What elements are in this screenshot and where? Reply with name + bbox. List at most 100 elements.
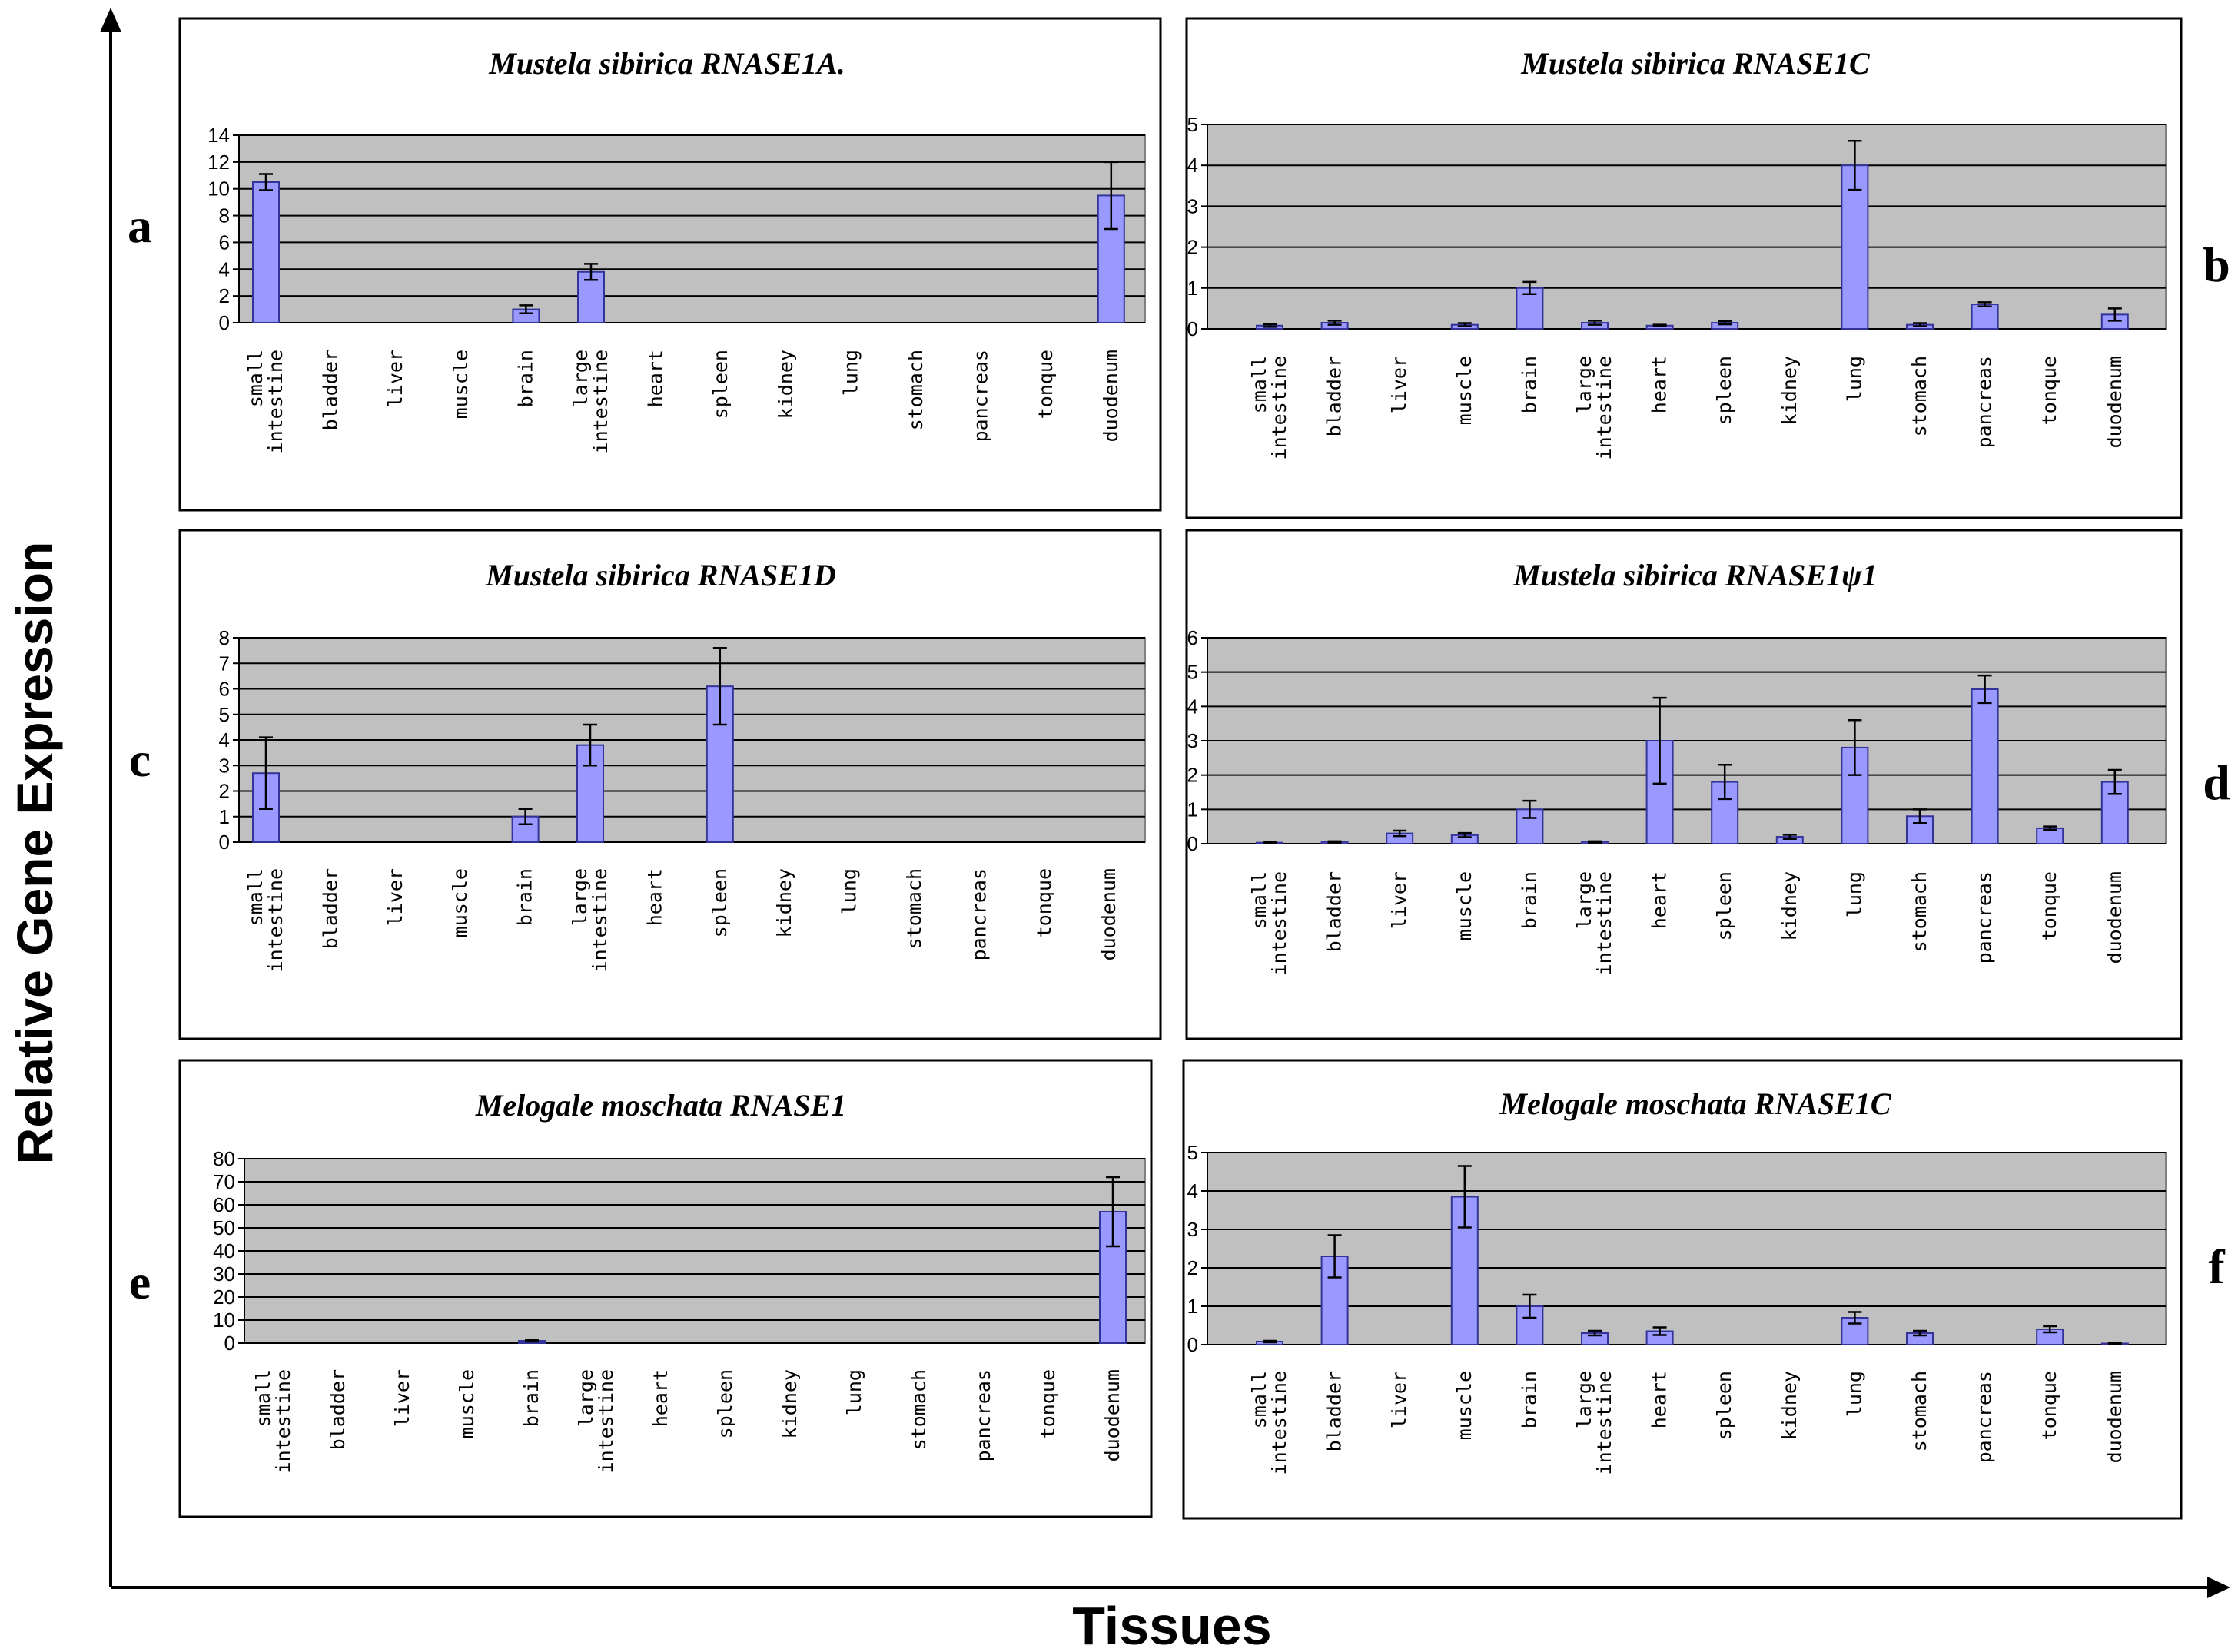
chart-title: Mustela sibirica RNASE1A.: [488, 46, 845, 81]
y-tick-label: 14: [208, 124, 230, 147]
x-tick-label: pancreas: [1974, 871, 1996, 964]
y-tick-label: 80: [213, 1147, 235, 1170]
x-tick-label: liver: [1388, 871, 1410, 929]
chart-title: Melogale moschata RNASE1C: [1499, 1086, 1892, 1121]
y-tick-label: 2: [219, 284, 230, 307]
y-tick-label: 8: [219, 204, 230, 227]
y-tick-label: 1: [1187, 798, 1198, 821]
panel-letter: a: [128, 198, 152, 253]
x-tick-label: intestine: [264, 350, 287, 453]
y-tick-label: 5: [1187, 1141, 1198, 1164]
x-tick-label: intestine: [1268, 871, 1290, 975]
x-tick-label: tonque: [2038, 1371, 2060, 1440]
x-tick-label: heart: [643, 868, 666, 926]
x-tick-label: heart: [1649, 871, 1671, 929]
panel-letter: f: [2208, 1239, 2225, 1294]
panel-letter: b: [2203, 237, 2230, 292]
x-tick-label: stomach: [1908, 1371, 1931, 1451]
y-tick-label: 50: [213, 1216, 235, 1239]
y-tick-label: 5: [1187, 113, 1198, 136]
x-tick-label: bladder: [327, 1369, 349, 1450]
x-tick-label: liver: [1388, 1371, 1410, 1428]
chart-title: Melogale moschata RNASE1: [475, 1088, 846, 1123]
x-tick-label: large: [1573, 871, 1595, 929]
bar-brain: [1516, 808, 1544, 845]
x-tick-label: large: [575, 1369, 597, 1427]
y-tick-label: 3: [1187, 1218, 1198, 1241]
y-tick-label: 4: [219, 257, 230, 280]
y-tick-label: 1: [219, 805, 230, 828]
y-tick-label: 6: [219, 231, 230, 254]
y-tick-label: 10: [213, 1309, 235, 1332]
bar-pancreas: [1971, 304, 1999, 330]
y-tick-label: 2: [1187, 764, 1198, 787]
panel-letter: c: [129, 732, 151, 787]
y-tick-label: 3: [219, 754, 230, 777]
global-y-arrow: [100, 8, 121, 32]
y-tick-label: 20: [213, 1285, 235, 1309]
plot-area: [238, 134, 1146, 323]
y-tick-label: 1: [1187, 277, 1198, 300]
y-tick-label: 7: [219, 652, 230, 675]
x-tick-label: spleen: [709, 350, 732, 419]
y-tick-label: 3: [1187, 729, 1198, 752]
x-tick-label: muscle: [1453, 871, 1476, 940]
chart-title: Mustela sibirica RNASE1ψ1: [1512, 558, 1877, 592]
x-tick-label: muscle: [456, 1369, 478, 1438]
x-tick-label: duodenum: [2104, 356, 2126, 448]
y-tick-label: 4: [1187, 1179, 1198, 1203]
y-tick-label: 3: [1187, 194, 1198, 217]
y-tick-label: 5: [1187, 661, 1198, 684]
x-tick-label: brain: [514, 350, 536, 407]
y-tick-label: 2: [1187, 236, 1198, 259]
chart-title: Mustela sibirica RNASE1D: [485, 558, 836, 592]
y-tick-label: 1: [1187, 1295, 1198, 1318]
bar-small-intestine: [252, 181, 280, 323]
x-tick-label: intestine: [595, 1369, 617, 1473]
x-tick-label: lung: [843, 1369, 865, 1415]
plot-area: [1207, 124, 2167, 330]
y-tick-label: 0: [1187, 1333, 1198, 1356]
x-tick-label: brain: [1518, 356, 1540, 413]
x-tick-label: pancreas: [968, 868, 990, 960]
x-tick-label: tonque: [1037, 1369, 1059, 1438]
bar-pancreas: [1971, 688, 1999, 844]
x-tick-label: bladder: [1323, 871, 1346, 952]
x-tick-label: intestine: [1593, 871, 1615, 975]
x-tick-label: tonque: [2038, 356, 2060, 425]
x-tick-label: muscle: [449, 868, 471, 937]
x-tick-label: tonque: [1034, 350, 1057, 419]
x-tick-label: pancreas: [1974, 356, 1996, 448]
x-tick-label: duodenum: [2104, 1371, 2126, 1463]
x-tick-label: brain: [514, 868, 536, 926]
x-tick-label: duodenum: [1097, 868, 1120, 960]
x-tick-label: kidney: [779, 1369, 801, 1438]
x-tick-label: stomach: [1908, 871, 1931, 952]
x-tick-label: bladder: [1323, 356, 1346, 436]
panel-letter: d: [2203, 755, 2230, 810]
y-tick-label: 70: [213, 1170, 235, 1193]
x-tick-label: brain: [1518, 1371, 1540, 1428]
x-tick-label: muscle: [450, 350, 472, 419]
global-x-label: Tissues: [1072, 1596, 1271, 1652]
panel-letter: e: [129, 1255, 151, 1309]
x-tick-label: intestine: [589, 868, 611, 972]
x-tick-label: kidney: [775, 350, 797, 419]
x-tick-label: intestine: [264, 868, 287, 972]
x-tick-label: small: [252, 1369, 274, 1427]
y-tick-label: 30: [213, 1262, 235, 1285]
x-tick-label: bladder: [320, 350, 342, 430]
y-tick-label: 2: [1187, 1256, 1198, 1279]
x-tick-label: spleen: [709, 868, 731, 937]
chart-panel-a: a Mustela sibirica RNASE1A. 0 2 4 6 8 10 12 14 sma…: [128, 17, 1162, 512]
x-tick-label: stomach: [905, 350, 927, 430]
x-tick-label: lung: [1843, 1371, 1865, 1417]
x-tick-label: duodenum: [1100, 350, 1122, 442]
x-tick-label: lung: [1843, 871, 1865, 917]
y-tick-label: 0: [224, 1332, 235, 1355]
x-tick-label: small: [244, 350, 267, 407]
x-tick-label: brain: [520, 1369, 543, 1427]
x-tick-label: small: [244, 868, 267, 926]
